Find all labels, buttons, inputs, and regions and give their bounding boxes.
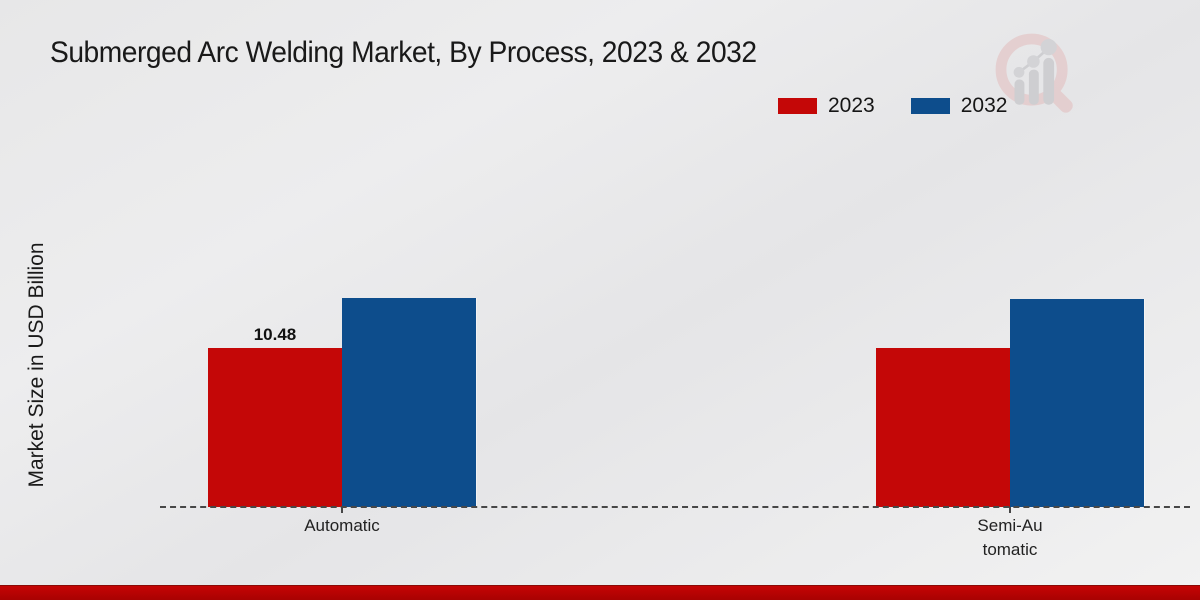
bar-2023-semi-au-tomatic	[876, 348, 1010, 507]
bar-chart-magnifier-watermark-icon	[995, 33, 1073, 113]
legend-item-2023: 2023	[778, 94, 875, 118]
legend-label: 2032	[960, 94, 1008, 117]
bar-value-label: 10.48	[253, 325, 297, 344]
legend-item-2032: 2032	[910, 94, 1008, 118]
bar-2032-semi-au-tomatic	[1010, 299, 1144, 507]
x-axis-tick	[1009, 507, 1011, 513]
bar-group-semi-au-tomatic	[876, 299, 1144, 507]
x-axis-baseline	[160, 506, 1190, 508]
legend-swatch-2023	[778, 98, 817, 114]
bar-2023-automatic: 10.48	[208, 325, 342, 507]
bar-group-automatic: 10.48	[208, 298, 476, 507]
bar-2032-automatic	[342, 298, 476, 507]
x-axis-category-label-semi-au-tomatic: Semi-Au tomatic	[977, 516, 1043, 559]
legend: 2023 2032	[778, 94, 1007, 118]
x-axis-category-label-automatic: Automatic	[304, 516, 380, 535]
legend-label: 2023	[828, 94, 875, 117]
legend-swatch-2032	[910, 98, 950, 114]
footer-accent-bar	[0, 585, 1200, 600]
chart-title: Submerged Arc Welding Market, By Process…	[50, 36, 757, 69]
x-axis-tick	[341, 507, 343, 513]
